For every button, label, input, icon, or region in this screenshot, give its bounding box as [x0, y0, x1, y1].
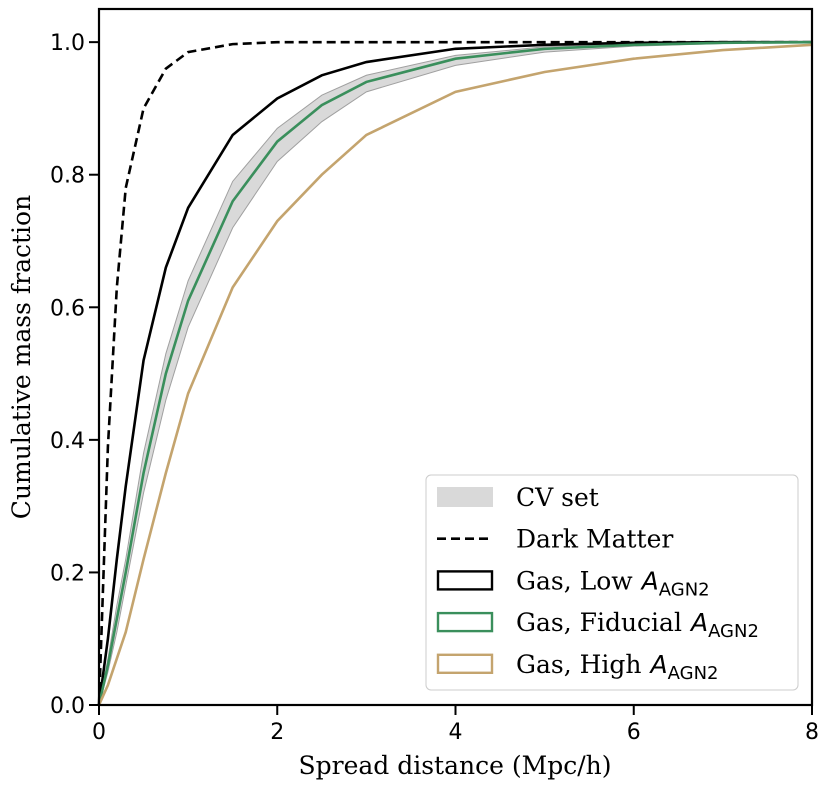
y-axis-label: Cumulative mass fraction: [7, 195, 36, 519]
y-tick-label: 0.6: [50, 296, 85, 321]
y-tick-label: 0.4: [50, 429, 85, 454]
legend-label-symbol: A: [640, 566, 659, 595]
y-tick-label: 0.0: [50, 694, 85, 719]
series-line: [97, 40, 812, 706]
legend-swatch: [436, 570, 494, 591]
series-line: [97, 40, 812, 706]
legend-label-text: Gas, Low: [516, 566, 633, 595]
legend-swatch: [437, 487, 493, 507]
legend-label: Gas, High AAGN2: [516, 650, 719, 684]
legend-label-symbol: A: [689, 608, 708, 637]
x-tick-label: 6: [627, 720, 641, 745]
x-tick-label: 8: [805, 720, 819, 745]
legend-label-symbol: A: [649, 650, 668, 679]
legend-label: Gas, Fiducial AAGN2: [516, 608, 759, 642]
x-tick-label: 2: [270, 720, 284, 745]
legend-swatch: [436, 653, 494, 674]
legend-label: Gas, Low AAGN2: [516, 566, 710, 600]
legend-label: CV set: [516, 483, 599, 512]
x-axis-label: Spread distance (Mpc/h): [299, 751, 612, 780]
x-tick-label: 0: [92, 720, 106, 745]
legend-label-text: Gas, Fiducial: [516, 608, 682, 637]
legend-label-text: Gas, High: [516, 650, 642, 679]
legend-swatch: [436, 611, 494, 633]
legend-box: [425, 474, 799, 691]
series-line: [97, 43, 813, 706]
y-tick-label: 1.0: [50, 31, 85, 56]
legend-label: Dark Matter: [516, 525, 673, 554]
y-tick-label: 0.8: [50, 164, 85, 189]
legend-label-subscript: AGN2: [668, 663, 719, 684]
x-tick-label: 4: [449, 720, 463, 745]
legend-label-subscript: AGN2: [708, 621, 759, 642]
y-tick-label: 0.2: [50, 561, 85, 586]
legend-label-subscript: AGN2: [659, 579, 710, 600]
series-line: [97, 40, 813, 706]
